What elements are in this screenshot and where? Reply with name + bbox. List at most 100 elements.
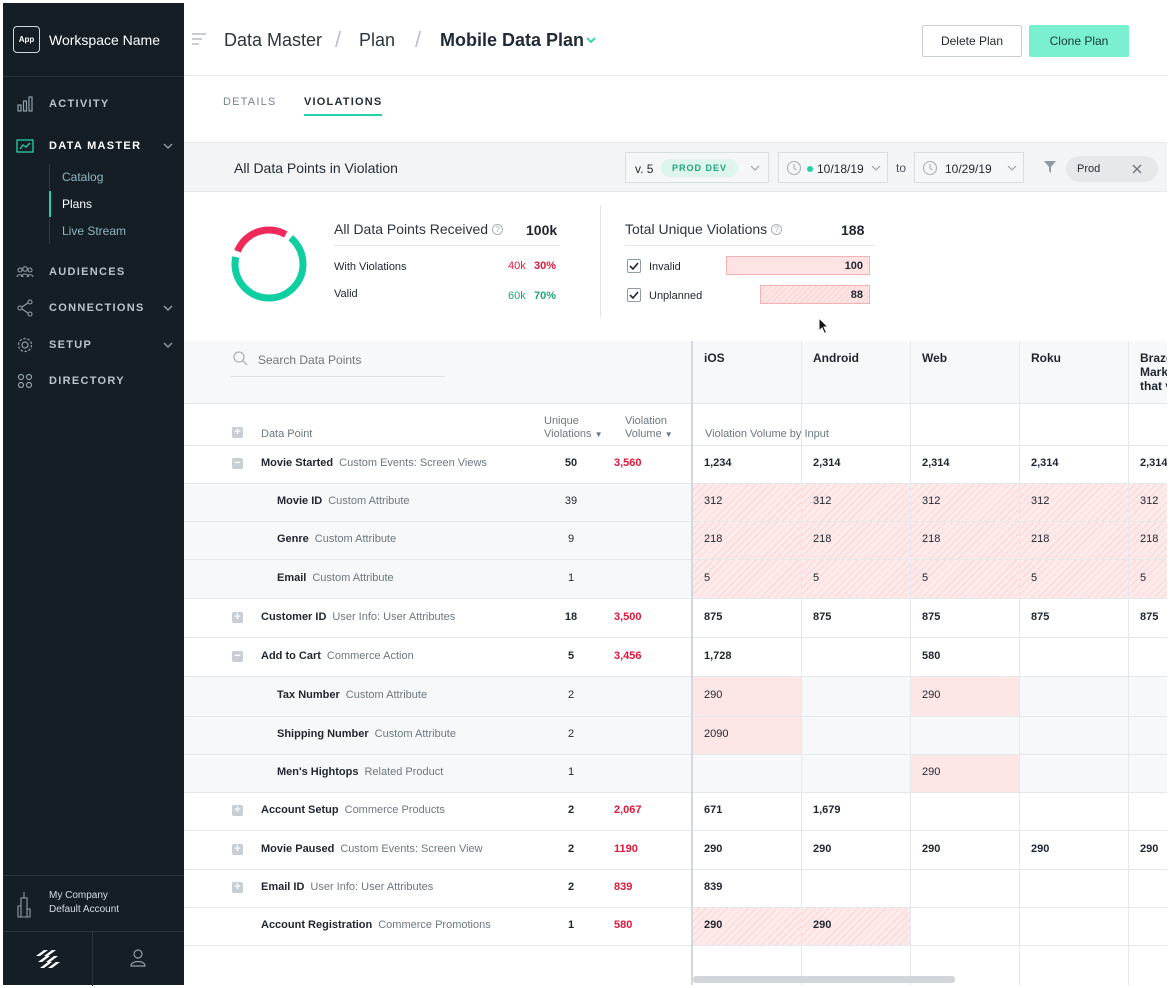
expand-row-icon[interactable]: + <box>232 805 243 816</box>
user-profile-icon[interactable] <box>130 949 146 967</box>
collapse-row-icon[interactable]: − <box>232 458 243 469</box>
nav-data-master[interactable]: DATA MASTER <box>3 133 184 159</box>
nav-connections[interactable]: CONNECTIONS <box>3 295 184 321</box>
input-volume-cell[interactable]: 839 <box>704 881 723 893</box>
col-unique-violations[interactable]: Unique Violations ▼ <box>544 415 614 441</box>
input-volume-cell[interactable]: 671 <box>704 804 723 816</box>
table-row[interactable]: + Customer ID User Info: User Attributes 18… <box>184 599 691 638</box>
date-to-select[interactable]: 10/29/19 <box>914 152 1024 183</box>
platform-header[interactable]: iOS <box>693 341 802 404</box>
unplanned-checkbox[interactable] <box>627 288 641 302</box>
chevron-down-icon[interactable] <box>162 140 174 152</box>
input-volume-cell[interactable]: 875 <box>922 611 941 623</box>
input-volume-cell[interactable]: 2,314 <box>1031 457 1059 469</box>
table-row[interactable]: − Add to Cart Commerce Action 5 3,456 <box>184 638 691 677</box>
brand-logo-icon[interactable] <box>36 950 60 968</box>
invalid-checkbox[interactable] <box>627 259 641 273</box>
platform-header[interactable]: Web <box>911 341 1020 404</box>
input-volume-cell[interactable]: 2,314 <box>1140 457 1167 469</box>
nav-catalog[interactable]: Catalog <box>49 164 184 190</box>
data-point-name[interactable]: Customer ID User Info: User Attributes <box>261 611 455 623</box>
col-violation-volume[interactable]: Violation Volume ▼ <box>625 415 695 441</box>
input-volume-cell[interactable]: 312 <box>813 495 832 507</box>
horizontal-scrollbar[interactable] <box>693 976 955 983</box>
nav-plans[interactable]: Plans <box>49 191 184 217</box>
nav-setup[interactable]: SETUP <box>3 332 184 358</box>
page-title[interactable]: Mobile Data Plan <box>440 30 585 50</box>
breadcrumb-plan[interactable]: Plan <box>359 30 396 50</box>
tab-violations[interactable]: VIOLATIONS <box>304 96 383 116</box>
input-volume-cell[interactable]: 218 <box>704 533 723 545</box>
company-account-switcher[interactable]: My Company Default Account <box>3 875 184 931</box>
chevron-down-icon[interactable] <box>162 339 174 351</box>
table-row[interactable]: Genre Custom Attribute 9 <box>184 522 691 560</box>
data-point-name[interactable]: Email ID User Info: User Attributes <box>261 881 433 893</box>
data-point-name[interactable]: Account Setup Commerce Products <box>261 804 445 816</box>
table-row[interactable]: − Movie Started Custom Events: Screen View… <box>184 446 691 484</box>
input-volume-cell[interactable]: 312 <box>1140 495 1159 507</box>
clone-plan-button[interactable]: Clone Plan <box>1029 25 1129 57</box>
input-volume-cell[interactable]: 5 <box>1031 572 1038 584</box>
help-icon[interactable]: ? <box>771 224 783 235</box>
input-volume-cell[interactable]: 218 <box>1031 533 1050 545</box>
table-row[interactable]: Men's Hightops Related Product 1 <box>184 755 691 793</box>
platform-header[interactable]: BrazeMarkthat v <box>1129 341 1167 404</box>
table-row[interactable]: + Movie Paused Custom Events: Screen View 2… <box>184 831 691 870</box>
data-point-name[interactable]: Movie Paused Custom Events: Screen View <box>261 843 483 855</box>
data-point-name[interactable]: Add to Cart Commerce Action <box>261 650 414 662</box>
table-row[interactable]: + Email ID User Info: User Attributes 2 839 <box>184 870 691 908</box>
prod-filter-chip[interactable]: Prod <box>1066 156 1158 182</box>
close-icon[interactable] <box>1132 164 1142 174</box>
collapse-row-icon[interactable]: − <box>232 651 243 662</box>
input-volume-cell[interactable]: 5 <box>1140 572 1147 584</box>
nav-activity[interactable]: ACTIVITY <box>3 91 184 117</box>
input-volume-cell[interactable]: 2,314 <box>813 457 841 469</box>
data-point-name[interactable]: Tax Number Custom Attribute <box>277 689 427 701</box>
chevron-down-icon[interactable] <box>162 302 174 314</box>
input-volume-cell[interactable]: 1,234 <box>704 457 732 469</box>
help-icon[interactable]: ? <box>492 224 504 235</box>
input-volume-cell[interactable]: 290 <box>922 689 941 701</box>
input-volume-cell[interactable]: 312 <box>922 495 941 507</box>
col-data-point[interactable]: Data Point <box>261 428 313 440</box>
tab-details[interactable]: DETAILS <box>223 96 277 108</box>
breadcrumb-data-master[interactable]: Data Master <box>224 30 323 50</box>
input-volume-cell[interactable]: 580 <box>922 650 941 662</box>
input-volume-cell[interactable]: 875 <box>813 611 832 623</box>
input-volume-cell[interactable]: 218 <box>1140 533 1159 545</box>
expand-row-icon[interactable]: + <box>232 844 243 855</box>
table-row[interactable]: Shipping Number Custom Attribute 2 <box>184 717 691 755</box>
table-row[interactable]: Email Custom Attribute 1 <box>184 560 691 599</box>
nav-directory[interactable]: DIRECTORY <box>3 368 184 394</box>
data-point-name[interactable]: Account Registration Commerce Promotions <box>261 919 491 931</box>
table-row[interactable]: Account Registration Commerce Promotions 1… <box>184 908 691 946</box>
input-volume-cell[interactable]: 312 <box>1031 495 1050 507</box>
expand-row-icon[interactable]: + <box>232 882 243 893</box>
input-volume-cell[interactable]: 1,728 <box>704 650 732 662</box>
input-volume-cell[interactable]: 5 <box>922 572 929 584</box>
table-row[interactable]: Movie ID Custom Attribute 39 <box>184 484 691 522</box>
chevron-down-icon[interactable] <box>585 35 597 45</box>
input-volume-cell[interactable]: 290 <box>704 919 723 931</box>
input-volume-cell[interactable]: 290 <box>704 689 723 701</box>
input-volume-cell[interactable]: 2,314 <box>922 457 950 469</box>
platform-header[interactable]: Roku <box>1020 341 1129 404</box>
input-volume-cell[interactable]: 218 <box>813 533 832 545</box>
input-volume-cell[interactable]: 5 <box>704 572 711 584</box>
expand-row-icon[interactable]: + <box>232 612 243 623</box>
sort-down-icon[interactable]: ▼ <box>664 430 673 439</box>
data-point-name[interactable]: Men's Hightops Related Product <box>277 766 443 778</box>
input-volume-cell[interactable]: 875 <box>704 611 723 623</box>
workspace-switcher[interactable]: App Workspace Name <box>3 3 184 77</box>
expand-all-icon[interactable]: + <box>232 427 243 438</box>
sort-down-icon[interactable]: ▼ <box>594 430 603 439</box>
input-volume-cell[interactable]: 218 <box>922 533 941 545</box>
input-volume-cell[interactable]: 875 <box>1140 611 1159 623</box>
input-volume-cell[interactable]: 290 <box>922 766 941 778</box>
table-row[interactable]: + Account Setup Commerce Products 2 2,067 <box>184 793 691 831</box>
date-from-select[interactable]: 10/18/19 <box>778 152 888 183</box>
data-point-name[interactable]: Shipping Number Custom Attribute <box>277 728 456 740</box>
input-volume-cell[interactable]: 5 <box>813 572 820 584</box>
input-volume-cell[interactable]: 290 <box>1031 843 1050 855</box>
input-volume-cell[interactable]: 290 <box>813 919 832 931</box>
